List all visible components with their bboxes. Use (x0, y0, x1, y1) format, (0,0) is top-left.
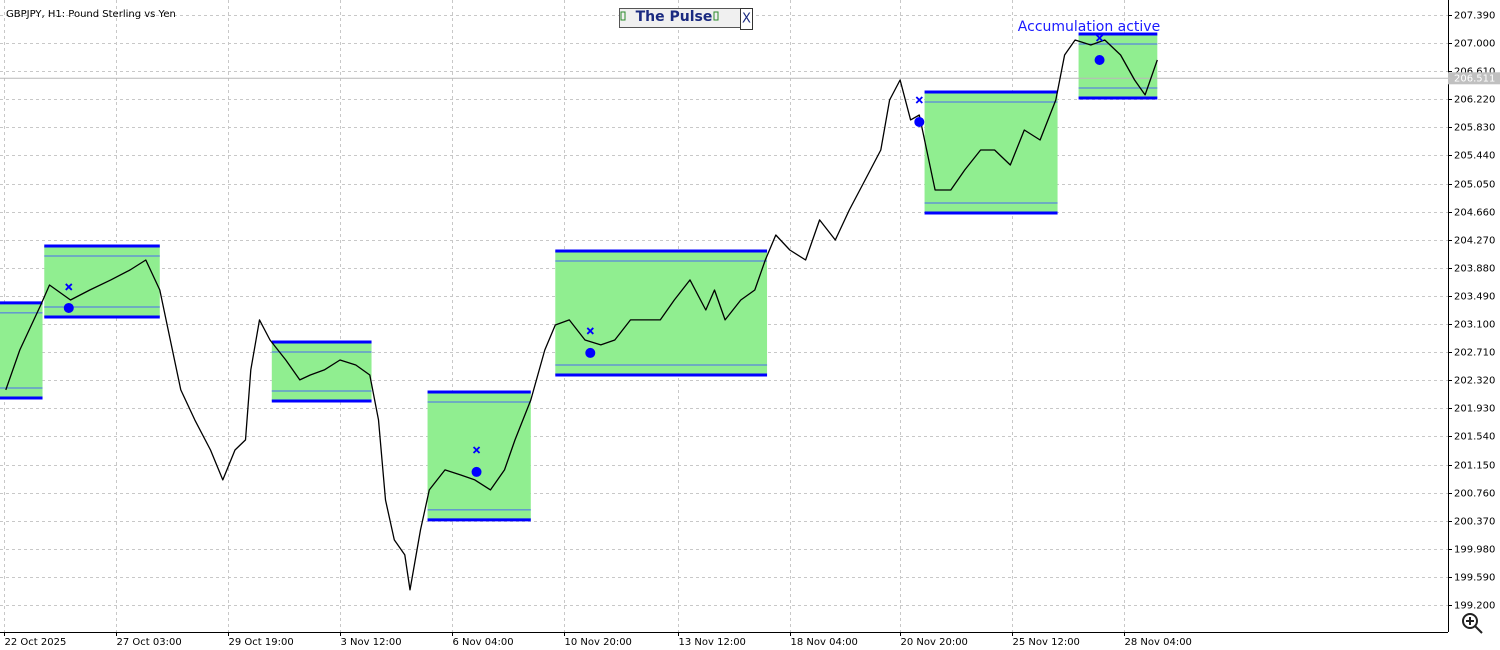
signal-cross (65, 283, 73, 291)
close-button[interactable] (740, 8, 753, 30)
y-tick-label: 201.540 (1454, 432, 1495, 443)
zones (0, 32, 1158, 522)
current-price-box (1448, 72, 1500, 85)
signals (63, 34, 1105, 477)
x-tick-label: 10 Nov 20:00 (565, 637, 632, 648)
x-tick-label: 20 Nov 20:00 (901, 637, 968, 648)
y-tick-label: 205.440 (1454, 151, 1495, 162)
panel-title: The Pulse (636, 9, 713, 25)
y-tick-label: 202.710 (1454, 348, 1495, 359)
panel-icon (713, 11, 719, 21)
y-tick-label: 200.370 (1454, 517, 1495, 528)
x-tick-label: 27 Oct 03:00 (117, 637, 182, 648)
x-tick-label: 22 Oct 2025 (5, 637, 67, 648)
y-tick-label: 207.000 (1454, 39, 1495, 50)
y-tick-label: 206.220 (1454, 95, 1495, 106)
x-tick-label: 29 Oct 19:00 (229, 637, 294, 648)
x-tick-label: 28 Nov 04:00 (1125, 637, 1192, 648)
signal-cross (1095, 34, 1104, 42)
y-tick-label: 207.390 (1454, 11, 1495, 22)
zoom-icon[interactable] (1462, 613, 1483, 634)
x-tick-label: 3 Nov 12:00 (341, 637, 402, 648)
y-tick-label: 199.590 (1454, 573, 1495, 584)
y-tick-label: 199.200 (1454, 601, 1495, 612)
y-tick-label: 203.880 (1454, 264, 1495, 275)
signal-dot (471, 466, 482, 477)
grid (0, 0, 1448, 632)
y-tick-label: 199.980 (1454, 545, 1495, 556)
y-tick-label: 205.830 (1454, 123, 1495, 134)
x-tick-label: 13 Nov 12:00 (679, 637, 746, 648)
zone (924, 91, 1058, 213)
y-tick-label: 202.320 (1454, 376, 1495, 387)
y-tick-label: 203.490 (1454, 292, 1495, 303)
pulse-panel: The Pulse X (619, 8, 753, 30)
signal-cross (586, 327, 594, 335)
signal-dot (1094, 55, 1105, 66)
y-tick-label: 206.610 (1454, 67, 1495, 78)
y-tick-label: 204.660 (1454, 208, 1495, 219)
current-price-label: 206.511 (1454, 73, 1495, 84)
signal-cross (472, 446, 481, 454)
y-tick-label: 204.270 (1454, 236, 1495, 247)
zone (0, 302, 43, 398)
x-tick-label: 6 Nov 04:00 (453, 637, 514, 648)
signal-dot (63, 302, 74, 313)
price-line (5, 39, 1158, 591)
signal-cross (915, 96, 923, 104)
y-tick-label: 203.100 (1454, 320, 1495, 331)
chart-title: GBPJPY, H1: Pound Sterling vs Yen (6, 9, 176, 20)
price-layer (0, 39, 1448, 591)
zone (427, 391, 531, 520)
zone (44, 245, 160, 317)
y-tick-label: 201.930 (1454, 404, 1495, 415)
close-label[interactable]: X (742, 12, 751, 27)
y-tick-label: 205.050 (1454, 180, 1495, 191)
panel-icon (620, 11, 626, 21)
x-tick-label: 18 Nov 04:00 (791, 637, 858, 648)
y-tick-label: 200.760 (1454, 489, 1495, 500)
signal-dot (585, 347, 596, 358)
annotation: Accumulation active (1018, 19, 1160, 35)
y-tick-label: 201.150 (1454, 461, 1495, 472)
signal-dot (914, 116, 925, 127)
x-tick-label: 25 Nov 12:00 (1013, 637, 1080, 648)
